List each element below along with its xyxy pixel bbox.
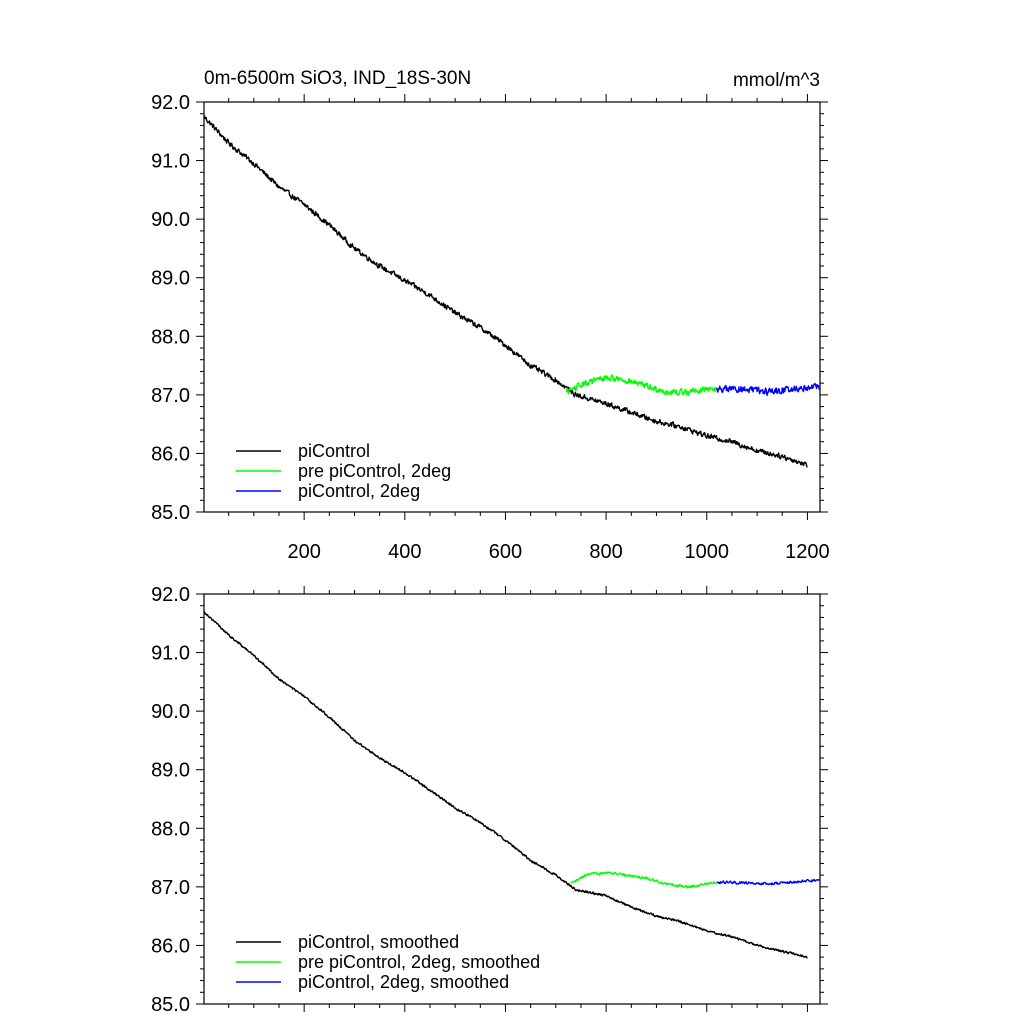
legend-label: piControl <box>298 441 370 461</box>
legend-label: piControl, 2deg, smoothed <box>298 972 509 992</box>
series-line <box>203 610 808 959</box>
series-line <box>716 382 821 396</box>
y-tick-label: 92.0 <box>151 584 190 606</box>
y-tick-label: 87.0 <box>151 877 190 899</box>
x-tick-label: 200 <box>287 541 320 563</box>
y-tick-label: 91.0 <box>151 151 190 173</box>
y-tick-label: 87.0 <box>151 385 190 407</box>
y-tick-label: 89.0 <box>151 760 190 782</box>
units-label: mmol/m^3 <box>733 70 820 91</box>
y-tick-label: 92.0 <box>151 92 190 114</box>
y-tick-label: 85.0 <box>151 502 190 524</box>
x-tick-label: 1000 <box>685 541 730 563</box>
y-tick-label: 89.0 <box>151 268 190 290</box>
plot-frame <box>203 593 821 1005</box>
series-line <box>565 374 718 396</box>
x-tick-label: 400 <box>388 541 421 563</box>
legend-label: pre piControl, 2deg, smoothed <box>298 952 540 972</box>
series-line <box>203 115 808 468</box>
x-tick-label: 600 <box>489 541 522 563</box>
y-tick-label: 90.0 <box>151 701 190 723</box>
x-tick-label: 800 <box>589 541 622 563</box>
legend-label: pre piControl, 2deg <box>298 461 451 481</box>
series-line <box>716 878 821 886</box>
y-tick-label: 88.0 <box>151 818 190 840</box>
y-tick-label: 86.0 <box>151 443 190 465</box>
y-tick-label: 90.0 <box>151 209 190 231</box>
top-panel: 0m-6500m SiO3, IND_18S-30N mmol/m^3 85.0… <box>151 68 830 563</box>
y-tick-label: 85.0 <box>151 994 190 1016</box>
y-tick-label: 86.0 <box>151 935 190 957</box>
x-tick-label: 1200 <box>785 541 830 563</box>
legend-label: piControl, 2deg <box>298 481 420 501</box>
y-tick-label: 88.0 <box>151 326 190 348</box>
chart-title: 0m-6500m SiO3, IND_18S-30N <box>204 68 471 89</box>
series-line <box>570 871 718 889</box>
y-tick-label: 91.0 <box>151 643 190 665</box>
legend-label: piControl, smoothed <box>298 932 459 952</box>
plot-frame <box>203 101 821 513</box>
bottom-panel: 85.0 86.0 87.0 88.0 89.0 90.0 91.0 92.0 piContro… <box>151 584 828 1016</box>
